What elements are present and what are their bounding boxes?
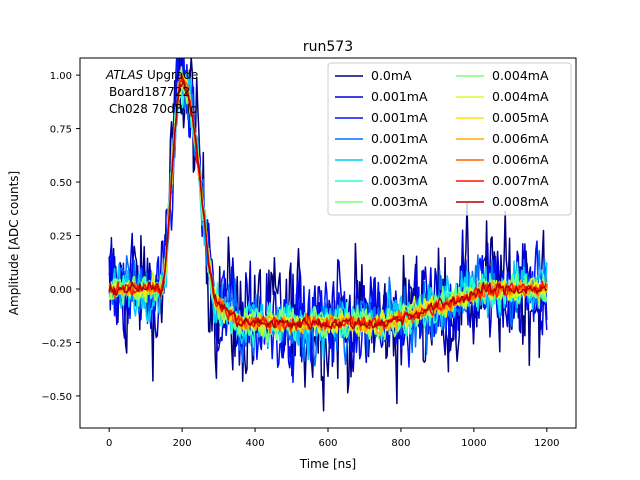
y-axis: −0.50 −0.25 0.00 0.25 0.50 0.75 1.00 — [41, 71, 80, 403]
y-tick-label: −0.25 — [41, 338, 72, 349]
x-tick-label: 1000 — [461, 438, 486, 449]
y-tick-label: 0.00 — [50, 285, 72, 296]
x-tick-label: 600 — [318, 438, 337, 449]
x-tick-label: 0 — [106, 438, 112, 449]
series-layer — [108, 58, 548, 412]
x-tick-label: 400 — [246, 438, 265, 449]
y-axis-label: Amplitude [ADC counts] — [7, 171, 21, 315]
legend-label: 0.007mA — [492, 173, 549, 188]
y-tick-label: −0.50 — [41, 392, 72, 403]
x-axis-label: Time [ns] — [299, 457, 356, 471]
legend-label: 0.001mA — [371, 89, 428, 104]
x-axis: 0 200 400 600 800 1000 1200 — [106, 428, 560, 449]
legend-box — [327, 62, 572, 216]
svg-text:ATLAS Upgrade: ATLAS Upgrade — [105, 68, 198, 82]
legend-label: 0.008mA — [492, 194, 549, 209]
legend-label: 0.004mA — [492, 68, 549, 83]
legend-label: 0.0mA — [371, 68, 412, 83]
annotation-board: Board187722 — [109, 85, 190, 99]
series-line — [108, 75, 548, 331]
legend-label: 0.006mA — [492, 131, 549, 146]
series-line — [108, 79, 548, 331]
legend-label: 0.004mA — [492, 89, 549, 104]
x-tick-label: 800 — [391, 438, 410, 449]
annotation-atlas: ATLAS — [105, 68, 144, 82]
legend-label: 0.003mA — [371, 173, 428, 188]
y-tick-label: 0.25 — [50, 232, 72, 243]
x-tick-label: 200 — [173, 438, 192, 449]
legend-label: 0.002mA — [371, 152, 428, 167]
x-tick-label: 1200 — [534, 438, 559, 449]
legend-label: 0.005mA — [492, 110, 549, 125]
legend-label: 0.001mA — [371, 131, 428, 146]
legend: 0.0mA 0.001mA 0.001mA 0.001mA 0.002mA 0.003mA… — [327, 62, 572, 216]
annotation-upgrade: Upgrade — [143, 68, 198, 82]
annotation: ATLAS Upgrade Board187722 Ch028 70dB lo — [105, 68, 198, 116]
chart-title: run573 — [303, 39, 353, 55]
legend-label: 0.001mA — [371, 110, 428, 125]
legend-label: 0.006mA — [492, 152, 549, 167]
y-tick-label: 0.75 — [50, 125, 72, 136]
legend-label: 0.003mA — [371, 194, 428, 209]
y-tick-label: 1.00 — [50, 71, 72, 82]
y-tick-label: 0.50 — [50, 178, 72, 189]
annotation-channel: Ch028 70dB lo — [109, 102, 197, 116]
